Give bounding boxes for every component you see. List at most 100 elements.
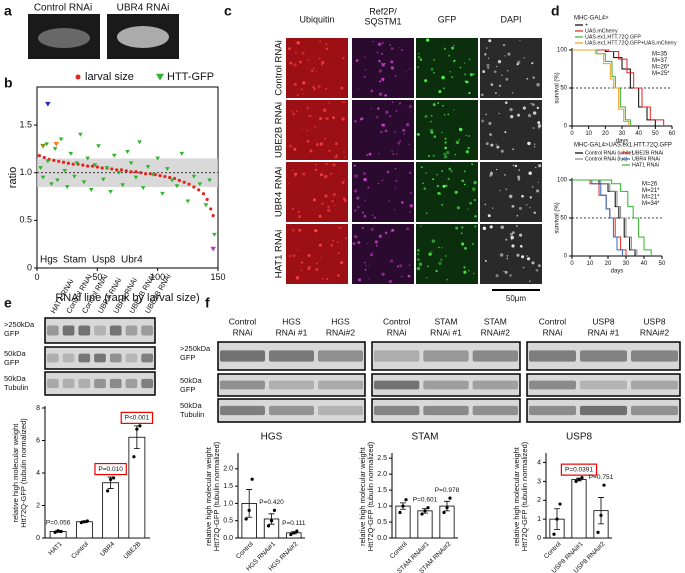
data-point [244, 517, 248, 521]
micrograph-texture [315, 262, 318, 265]
micrograph-texture [521, 194, 524, 198]
micrograph-texture [510, 235, 514, 240]
point [78, 132, 83, 137]
micrograph-texture [327, 208, 331, 213]
micrograph-texture [418, 52, 420, 55]
point [52, 147, 58, 151]
point [197, 188, 201, 192]
y-axis-label: relative high molecular weight [358, 446, 367, 546]
micrograph-texture [509, 107, 513, 112]
micrograph-texture [432, 103, 436, 107]
micrograph-texture [508, 194, 513, 199]
micrograph-texture [511, 244, 515, 248]
micrograph-texture [518, 233, 523, 237]
micrograph-texture [453, 59, 456, 62]
median-label: M=34* [642, 201, 660, 207]
x-tick-label: 40 [641, 261, 648, 267]
point [85, 156, 90, 161]
micrograph-texture [531, 186, 534, 188]
micrograph-texture [381, 77, 385, 81]
panel-label: a [4, 3, 12, 19]
data-point [398, 510, 402, 515]
blot-band [472, 350, 518, 362]
micrograph-texture [403, 132, 405, 135]
micrograph-texture [312, 198, 316, 202]
micrograph-texture [526, 255, 528, 257]
micrograph-texture [436, 173, 438, 176]
micrograph-texture [394, 187, 397, 190]
micrograph-texture [332, 116, 335, 120]
micrograph-texture [392, 153, 395, 155]
blot-band [62, 378, 75, 389]
micrograph-texture [401, 201, 404, 204]
point [108, 189, 113, 194]
data-point [266, 524, 271, 528]
point [52, 158, 56, 162]
lane-label: Control [383, 316, 411, 326]
point [95, 165, 99, 169]
median-label: M=21* [642, 188, 660, 194]
micrograph-texture [536, 189, 540, 193]
data-point [56, 529, 60, 533]
micrograph-texture [288, 182, 290, 184]
blot-band [62, 325, 75, 336]
micrograph-texture [384, 94, 387, 97]
data-point [250, 477, 254, 481]
micrograph-texture [377, 42, 382, 46]
x-axis-label: days [616, 139, 629, 145]
micrograph-texture [313, 87, 316, 91]
legend-marker [75, 74, 81, 80]
micrograph-texture [338, 226, 341, 229]
micrograph-texture [315, 143, 319, 146]
micrograph-texture [395, 110, 398, 112]
point [124, 169, 128, 173]
micrograph-texture [320, 173, 323, 177]
point [207, 178, 212, 183]
blot-band [374, 405, 420, 416]
point [144, 172, 148, 176]
micrograph-texture [408, 105, 412, 109]
micrograph-texture [450, 75, 454, 79]
blot-band [141, 353, 153, 363]
micrograph-texture [425, 212, 428, 214]
micrograph-texture [394, 167, 397, 170]
point [203, 203, 209, 208]
micrograph-texture [438, 192, 442, 196]
micrograph-texture [291, 169, 294, 171]
point [38, 166, 43, 171]
micrograph-texture [465, 150, 469, 154]
micrograph-texture [503, 173, 507, 176]
data-point [82, 520, 86, 524]
micrograph-texture [442, 87, 446, 90]
data-point [423, 509, 427, 513]
point [116, 170, 122, 175]
bar [128, 436, 146, 539]
survival-curve [572, 179, 638, 256]
micrograph-texture [393, 208, 396, 211]
data-point [79, 520, 83, 525]
micrograph-texture [332, 192, 337, 197]
data-point [269, 519, 274, 523]
highlight-label: Usp8 [92, 255, 116, 266]
point [86, 164, 90, 168]
p-value-box [94, 462, 127, 476]
micrograph-texture [533, 146, 536, 148]
blot-row-label: 50kDa [180, 376, 203, 385]
micrograph-texture [488, 39, 492, 43]
point [177, 178, 181, 182]
scale-bar-label: 50μm [506, 294, 527, 303]
micrograph-texture [516, 214, 519, 217]
micrograph-texture [318, 214, 322, 218]
point [66, 161, 70, 165]
blot-row-label: >250kDa [4, 320, 35, 329]
micrograph-texture [340, 261, 344, 265]
micrograph-texture [297, 41, 299, 43]
micrograph-texture [325, 47, 329, 51]
micrograph-texture [381, 123, 384, 127]
micrograph-texture [354, 174, 358, 179]
micrograph-texture [396, 265, 399, 268]
micrograph-texture [361, 226, 364, 230]
p-value: P=0.751 [589, 474, 614, 481]
blot-band [269, 350, 314, 362]
chart-title: MHC-GAL4> [574, 16, 609, 22]
